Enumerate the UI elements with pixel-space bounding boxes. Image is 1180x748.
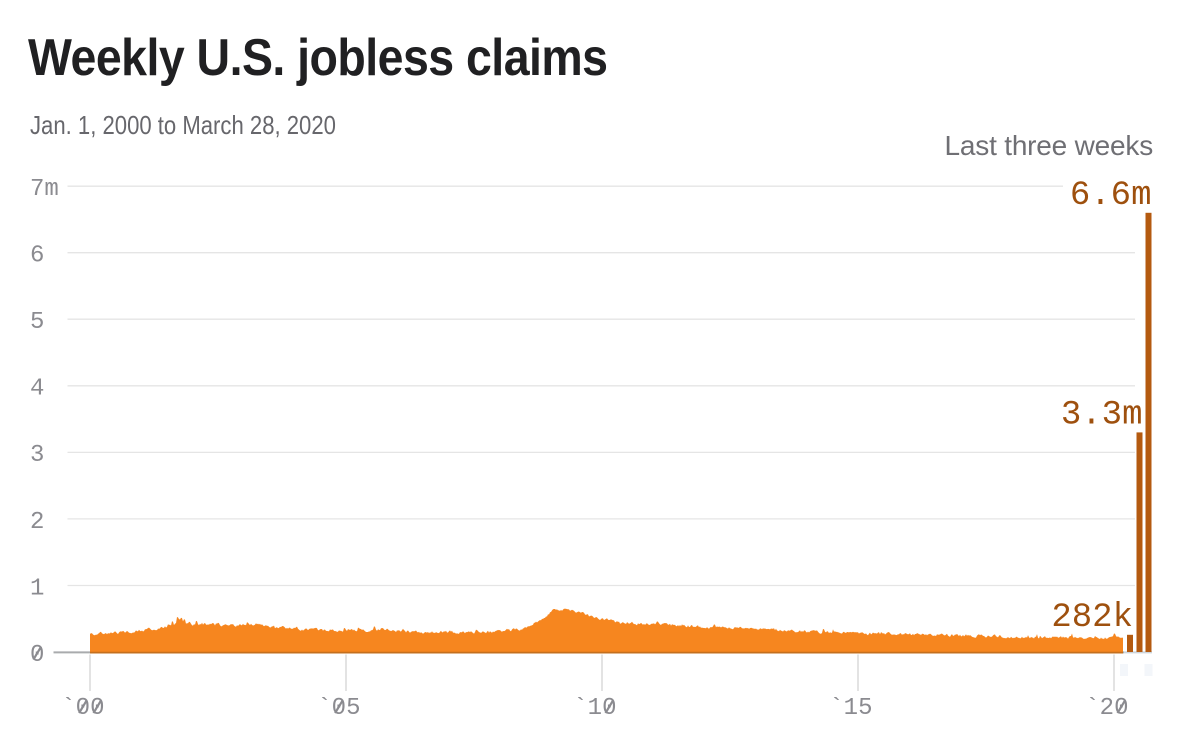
svg-text:4: 4 (30, 376, 44, 403)
svg-text:`20: `20 (1085, 695, 1128, 722)
svg-text:2: 2 (30, 509, 44, 536)
svg-text:`15: `15 (829, 695, 872, 722)
svg-text:5: 5 (30, 309, 44, 336)
svg-text:0: 0 (30, 642, 44, 669)
svg-text:6: 6 (30, 243, 44, 270)
svg-text:`10: `10 (573, 695, 616, 722)
svg-text:6.6m: 6.6m (1070, 177, 1152, 215)
svg-text:1: 1 (30, 575, 44, 602)
svg-text:7m: 7m (30, 176, 59, 203)
svg-text:3: 3 (30, 442, 44, 469)
svg-text:3.3m: 3.3m (1061, 396, 1143, 434)
svg-text:282k: 282k (1051, 599, 1133, 637)
